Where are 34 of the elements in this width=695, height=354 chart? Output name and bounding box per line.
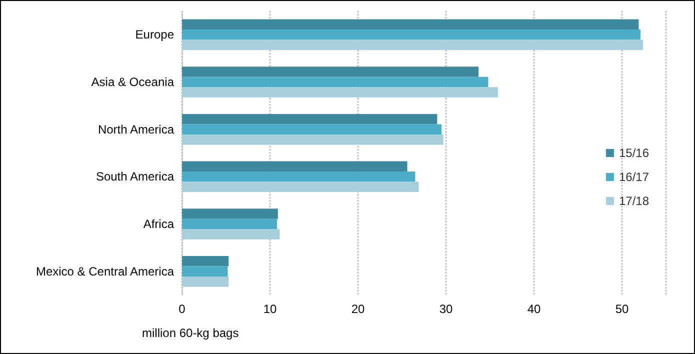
- bar: [182, 114, 438, 124]
- x-tick-label: 50: [615, 302, 629, 316]
- y-tick-label: South America: [96, 170, 174, 184]
- y-tick-label: Africa: [143, 217, 174, 231]
- bar: [182, 276, 229, 287]
- bar: [182, 208, 278, 219]
- y-tick-label: North America: [98, 122, 174, 136]
- bar: [182, 30, 640, 40]
- bar: [182, 182, 419, 192]
- x-tick-label: 30: [439, 302, 453, 316]
- y-tick-label: Europe: [135, 28, 174, 42]
- y-tick-label: Mexico & Central America: [36, 264, 174, 278]
- x-tick-label: 10: [263, 302, 277, 316]
- bar: [182, 266, 228, 276]
- bar: [182, 19, 639, 30]
- bar: [182, 161, 408, 172]
- bar: [182, 66, 479, 77]
- bar: [182, 256, 229, 266]
- bar: [182, 134, 444, 145]
- bar: [182, 229, 280, 240]
- bar: [182, 87, 498, 98]
- bar: [182, 172, 416, 182]
- x-tick-label: 20: [351, 302, 365, 316]
- x-axis-title: million 60-kg bags: [142, 326, 239, 340]
- y-tick-label: Asia & Oceania: [91, 75, 174, 89]
- bar: [182, 218, 278, 230]
- x-tick-label: 40: [527, 302, 541, 316]
- legend-label: 16/17: [618, 170, 650, 184]
- legend-label: 15/16: [618, 146, 650, 160]
- bar: [182, 124, 442, 134]
- bar: [182, 40, 644, 50]
- legend-label: 17/18: [618, 194, 650, 208]
- x-tick-label: 0: [178, 302, 186, 316]
- bar: [182, 76, 488, 88]
